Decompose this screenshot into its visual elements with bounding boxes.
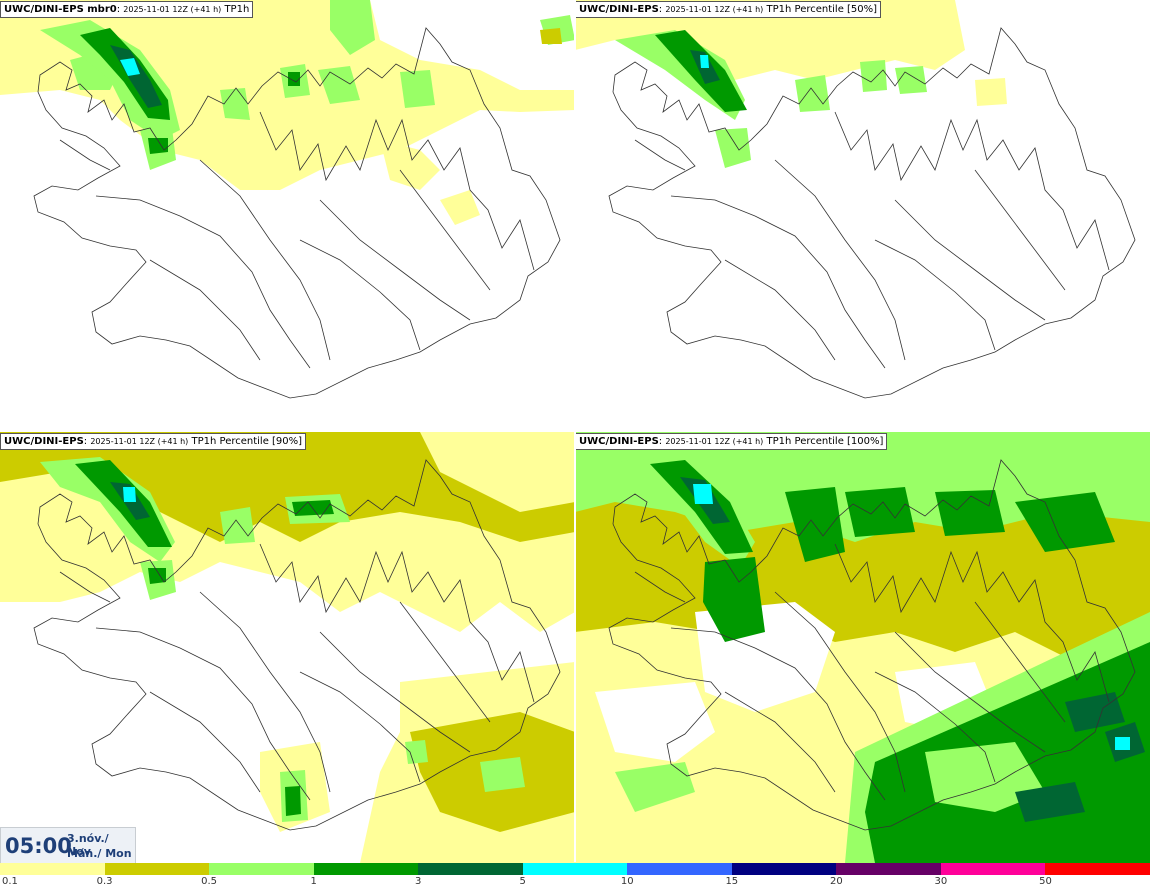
panel-title: UWC/DINI-EPS mbr0: 2025-11-01 12Z (+41 h… — [0, 1, 254, 18]
run-label: 2025-11-01 12Z (+41 h) — [123, 5, 222, 14]
legend-swatch — [940, 863, 1046, 875]
legend-swatch — [627, 863, 732, 875]
valid-date: 3.nóv./ Nov — [67, 832, 109, 858]
legend-tick-label: 20 — [829, 876, 843, 887]
map-panel-percentile-90: UWC/DINI-EPS: 2025-11-01 12Z (+41 h) TP1… — [0, 432, 575, 863]
legend-swatch — [418, 863, 523, 875]
valid-time: 05:00 — [5, 834, 72, 858]
legend-swatch — [104, 863, 210, 875]
color-legend-bar — [0, 863, 1150, 875]
legend-tick-label: 1 — [310, 876, 317, 887]
valid-day: Mán./ Mon — [67, 847, 132, 860]
color-legend-labels: 0.1 0.3 0.5 1 3 5 10 15 20 30 50 — [0, 876, 1150, 891]
legend-tick-label: 0.5 — [201, 876, 218, 887]
legend-swatch — [0, 863, 105, 875]
legend-tick-label: 0.3 — [96, 876, 113, 887]
run-label: 2025-11-01 12Z (+41 h) — [90, 437, 189, 446]
field-label: TP1h Percentile [100%] — [766, 436, 884, 447]
panel-title: UWC/DINI-EPS: 2025-11-01 12Z (+41 h) TP1… — [575, 433, 888, 450]
map-panel-percentile-50: UWC/DINI-EPS: 2025-11-01 12Z (+41 h) TP1… — [575, 0, 1150, 431]
legend-swatch — [836, 863, 941, 875]
panel-title: UWC/DINI-EPS: 2025-11-01 12Z (+41 h) TP1… — [575, 1, 882, 18]
model-label: UWC/DINI-EPS — [579, 4, 659, 15]
legend-tick-label: 0.1 — [2, 876, 18, 887]
model-label: UWC/DINI-EPS — [4, 436, 84, 447]
model-label: UWC/DINI-EPS mbr0 — [4, 4, 117, 15]
precipitation-map — [575, 0, 1136, 399]
field-label: TP1h Percentile [90%] — [191, 436, 303, 447]
map-panel-percentile-100: UWC/DINI-EPS: 2025-11-01 12Z (+41 h) TP1… — [575, 432, 1150, 863]
run-label: 2025-11-01 12Z (+41 h) — [665, 5, 764, 14]
panel-divider-horizontal — [0, 430, 1150, 432]
panel-title: UWC/DINI-EPS: 2025-11-01 12Z (+41 h) TP1… — [0, 433, 307, 450]
map-panel-member0: UWC/DINI-EPS mbr0: 2025-11-01 12Z (+41 h… — [0, 0, 575, 431]
legend-swatch — [313, 863, 419, 875]
field-label: TP1h Percentile [50%] — [766, 4, 878, 15]
legend-tick-label: 30 — [934, 876, 948, 887]
field-label: TP1h — [224, 4, 250, 15]
legend-swatch — [1045, 863, 1150, 875]
legend-swatch — [731, 863, 837, 875]
precipitation-map — [0, 432, 575, 863]
run-label: 2025-11-01 12Z (+41 h) — [665, 437, 764, 446]
model-label: UWC/DINI-EPS — [579, 436, 659, 447]
legend-tick-label: 3 — [414, 876, 422, 887]
legend-tick-label: 50 — [1039, 876, 1052, 887]
legend-swatch — [522, 863, 628, 875]
precipitation-map — [0, 0, 575, 399]
legend-tick-label: 5 — [519, 876, 526, 887]
precipitation-map — [575, 432, 1150, 863]
legend-swatch — [209, 863, 314, 875]
legend-tick-label: 10 — [620, 876, 634, 887]
legend-tick-label: 15 — [725, 876, 739, 887]
valid-time-box: 05:00 3.nóv./ Nov Mán./ Mon — [0, 827, 136, 864]
